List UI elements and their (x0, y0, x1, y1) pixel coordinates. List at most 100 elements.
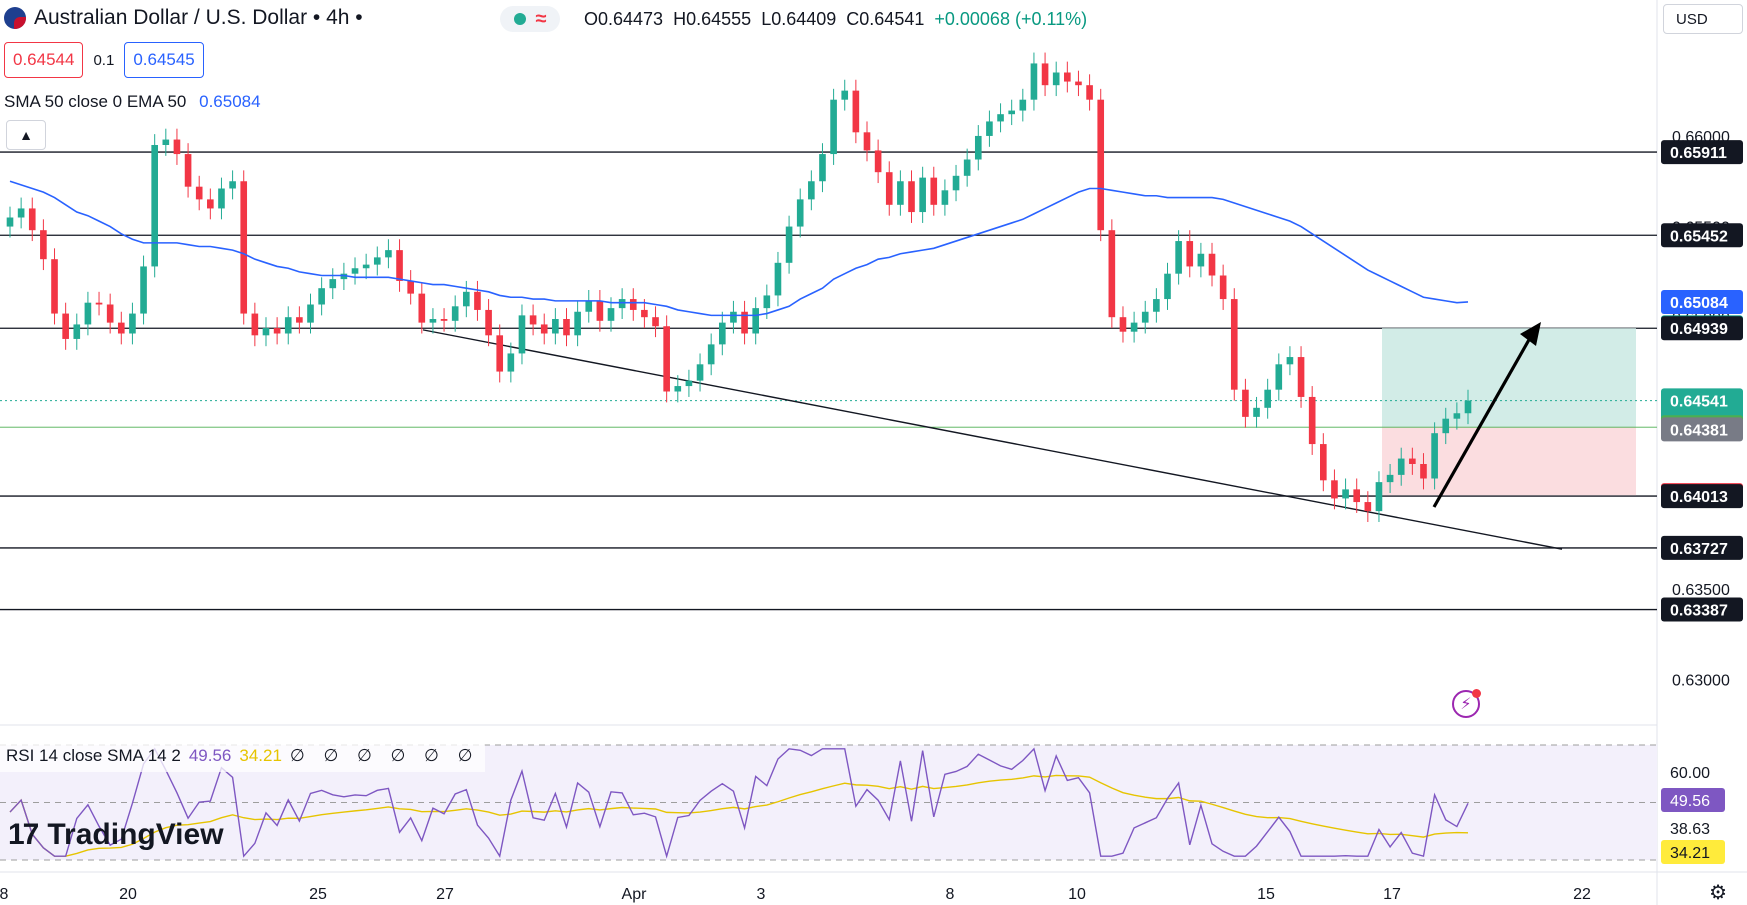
candle-body (897, 181, 904, 205)
candle-body (540, 324, 548, 334)
candle-body (785, 226, 793, 263)
settings-icon[interactable]: ⚙ (1709, 882, 1727, 904)
candle-body (440, 319, 448, 321)
candle-body (963, 159, 971, 176)
candle-body (641, 309, 648, 318)
candle-body (117, 322, 125, 334)
currency-label: USD (1676, 10, 1708, 28)
collapse-legend-button[interactable]: ▲ (6, 120, 46, 150)
candle-body (997, 114, 1004, 122)
time-tick-label: 8 (0, 886, 9, 903)
candle-body (240, 181, 248, 314)
candle-body (1164, 273, 1171, 300)
ohlc-change: +0.00068 (+0.11%) (934, 9, 1088, 29)
symbol-title[interactable]: Australian Dollar / U.S. Dollar • 4h • (34, 6, 363, 29)
candle-body (919, 177, 926, 213)
candle-body (908, 181, 915, 213)
candle-body (1175, 241, 1182, 274)
candle-body (1041, 63, 1049, 86)
price-badge (1661, 289, 1743, 314)
candle-body (1141, 311, 1149, 323)
candle-body (1453, 413, 1461, 419)
price-badge-label: 0.65084 (1670, 295, 1728, 312)
candle-body (1319, 444, 1327, 481)
candle-body (1397, 458, 1405, 475)
candle-body (1130, 322, 1138, 332)
price-badge (1661, 597, 1743, 622)
candle-body (318, 288, 325, 305)
price-badge-label: 0.63387 (1670, 603, 1728, 620)
candle-body (552, 319, 559, 334)
rsi-axis-label: 38.63 (1670, 821, 1710, 838)
candle-body (1264, 389, 1271, 408)
candle-body (1297, 357, 1305, 397)
ohlc-low: L0.64409 (761, 9, 837, 29)
candle-body (986, 121, 993, 136)
rsi-axis-label: 34.21 (1670, 845, 1710, 862)
candle-body (373, 257, 381, 265)
candle-body (1030, 63, 1038, 100)
candle-body (1464, 400, 1472, 414)
candle-body (463, 291, 470, 307)
candle-body (1197, 253, 1205, 267)
candle-body (930, 177, 938, 205)
candle-body (1375, 482, 1383, 512)
candle-body (574, 311, 581, 336)
price-badge (1661, 417, 1743, 442)
rsi-badge (1661, 788, 1725, 812)
candle-body (1019, 99, 1027, 111)
sell-button[interactable]: 0.64544 (4, 42, 84, 78)
ohlc-close: C0.64541 (846, 9, 925, 29)
candle-body (1386, 474, 1394, 483)
alerts-icon[interactable]: ⚡ (1452, 689, 1481, 718)
rsi-legend[interactable]: RSI 14 close SMA 14 2 49.56 34.21 ∅ ∅ ∅ … (0, 740, 486, 772)
candle-body (251, 313, 259, 336)
rsi-extra-values: ∅ ∅ ∅ ∅ ∅ ∅ (289, 746, 480, 765)
candle-body (162, 139, 170, 145)
candle-body (1286, 357, 1294, 365)
candle-body (129, 313, 136, 334)
candle-body (17, 208, 25, 218)
market-status-pill[interactable]: ≈ (500, 6, 560, 32)
candle-body (1186, 241, 1194, 267)
candle-body (808, 181, 815, 200)
price-badge (1661, 535, 1743, 560)
symbol-header[interactable]: Australian Dollar / U.S. Dollar • 4h • (4, 6, 363, 30)
indicator-legend[interactable]: SMA 50 close 0 EMA 50 0.65084 (4, 92, 261, 112)
ohlc-readout: O0.64473 H0.64555 L0.64409 C0.64541 +0.0… (584, 9, 1087, 30)
downtrend-line (422, 329, 1563, 550)
candle-body (674, 386, 682, 392)
candle-body (474, 291, 481, 310)
candle-body (284, 317, 292, 334)
time-tick-label: 3 (757, 886, 766, 903)
candle-body (407, 280, 414, 294)
rsi-axis-label: 49.56 (1670, 793, 1710, 810)
candle-body (1331, 480, 1338, 499)
candle-body (885, 172, 893, 205)
time-tick-label: 8 (946, 886, 955, 903)
rsi-sma-value: 34.21 (239, 746, 282, 765)
price-badge-label: 0.65911 (1670, 145, 1727, 162)
candle-body (1242, 389, 1249, 417)
candle-body (451, 306, 459, 321)
candle-body (874, 150, 882, 173)
candle-body (941, 190, 949, 205)
indicator-label: SMA 50 close 0 EMA 50 (4, 92, 187, 111)
candle-body (752, 308, 760, 334)
candle-body (774, 262, 782, 296)
candle-body (340, 273, 348, 280)
time-tick-label: 20 (119, 886, 137, 903)
currency-selector[interactable]: USD (1663, 4, 1743, 34)
candle-body (296, 317, 303, 323)
price-badge-label: 0.64013 (1670, 489, 1728, 506)
candle-body (1308, 396, 1316, 445)
price-badge (1661, 223, 1743, 248)
candle-body (696, 364, 704, 381)
candle-body (1008, 110, 1015, 115)
candle-body (40, 230, 47, 260)
candle-body (529, 315, 537, 325)
candle-body (329, 279, 337, 289)
candle-body (496, 335, 504, 372)
buy-button[interactable]: 0.64545 (124, 42, 204, 78)
price-badge-label: 0.64381 (1670, 422, 1728, 439)
